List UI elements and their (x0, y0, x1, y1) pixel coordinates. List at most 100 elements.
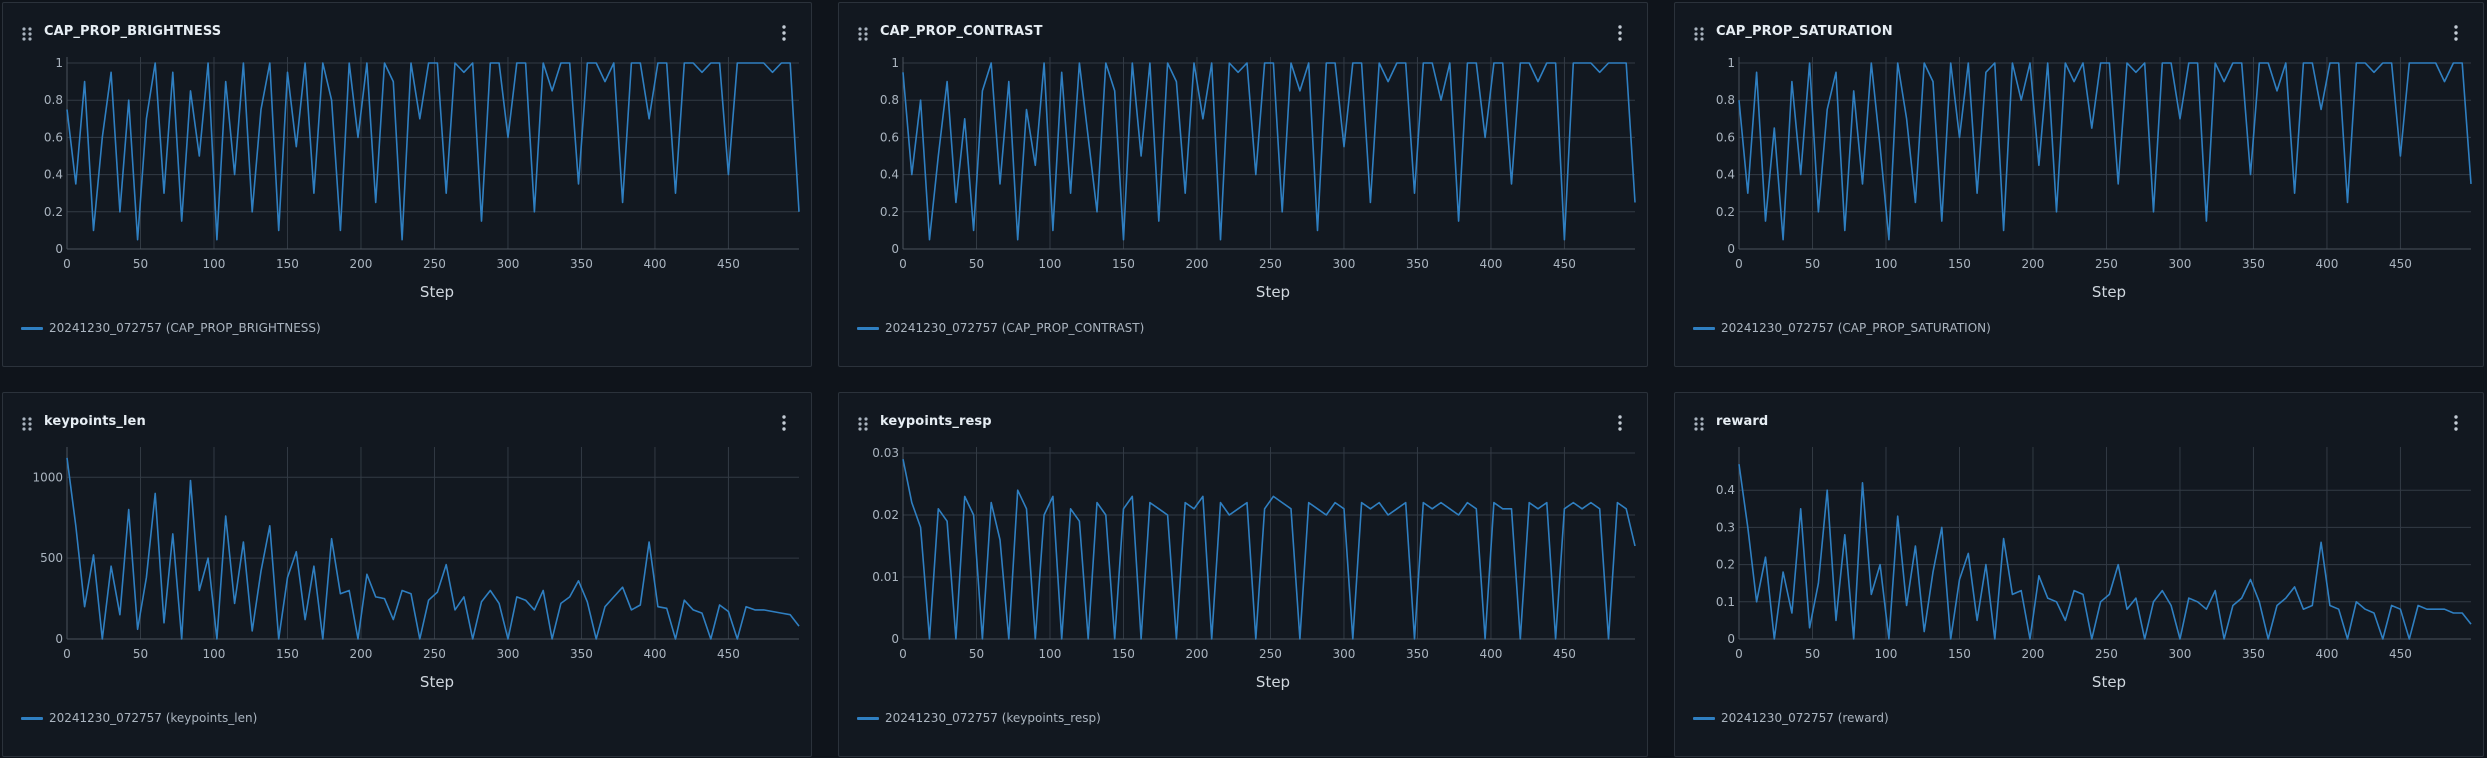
chart-panel-5: keypoints_resp 0 50 100 150 200 250 300 350 400 45… (838, 392, 1648, 757)
x-axis-label: Step (1256, 673, 1290, 691)
x-tick-label: 350 (1406, 257, 1429, 271)
x-tick-label: 300 (2169, 647, 2192, 661)
x-tick-label: 150 (1112, 257, 1135, 271)
chart-panel-1: CAP_PROP_BRIGHTNESS 0 50 100 150 200 250 300 350… (2, 2, 812, 367)
chart-title: keypoints_resp (880, 414, 992, 429)
x-tick-label: 350 (1406, 647, 1429, 661)
legend-swatch (1693, 326, 1715, 330)
more-vertical-icon[interactable] (781, 414, 787, 432)
line-chart: 0 50 100 150 200 250 300 350 400 450 0 0.2 0.4 0.6 0.8… (44, 56, 800, 301)
x-tick-label: 0 (63, 257, 71, 271)
y-tick-label: 0.8 (880, 93, 899, 107)
y-tick-label: 1 (55, 56, 63, 70)
chart-panel-6: reward 0 50 100 150 200 250 300 350 400 450 0 0.1 0.2… (1674, 392, 2484, 757)
series-line (1738, 464, 2472, 640)
more-vertical-icon[interactable] (2453, 414, 2459, 432)
line-chart: 0 50 100 150 200 250 300 350 400 450 0 0.01 0.02 0.03… (872, 446, 1636, 691)
x-tick-label: 250 (2095, 257, 2118, 271)
x-tick-label: 250 (1259, 647, 1282, 661)
x-tick-label: 200 (2022, 257, 2045, 271)
legend-label: 20241230_072757 (CAP_PROP_CONTRAST) (885, 321, 1145, 335)
y-tick-label: 0.4 (1716, 483, 1735, 497)
x-tick-label: 350 (2242, 647, 2265, 661)
x-tick-label: 150 (1948, 257, 1971, 271)
y-tick-label: 1 (1727, 56, 1735, 70)
chart-title: CAP_PROP_BRIGHTNESS (44, 24, 222, 39)
legend-label: 20241230_072757 (CAP_PROP_SATURATION) (1721, 321, 1991, 335)
more-vertical-icon[interactable] (1617, 24, 1623, 42)
x-tick-label: 300 (497, 647, 520, 661)
y-tick-label: 0.02 (872, 508, 899, 522)
y-tick-label: 0 (55, 242, 63, 256)
y-tick-label: 0 (891, 632, 899, 646)
legend-label: 20241230_072757 (keypoints_resp) (885, 711, 1101, 725)
drag-handle-icon[interactable] (1693, 416, 1705, 432)
x-tick-label: 350 (570, 647, 593, 661)
x-axis-label: Step (420, 673, 454, 691)
y-tick-label: 0 (1727, 242, 1735, 256)
chart-panel-4: keypoints_len 0 50 100 150 200 250 300 350 400 450… (2, 392, 812, 757)
y-tick-label: 0.4 (880, 168, 899, 182)
y-tick-label: 0 (1727, 632, 1735, 646)
x-tick-label: 0 (1735, 257, 1743, 271)
x-tick-label: 450 (2389, 257, 2412, 271)
x-tick-label: 150 (276, 257, 299, 271)
x-tick-label: 400 (643, 647, 666, 661)
x-tick-label: 150 (1948, 647, 1971, 661)
y-tick-label: 0.1 (1716, 595, 1735, 609)
more-vertical-icon[interactable] (781, 24, 787, 42)
legend-swatch (857, 716, 879, 720)
x-tick-label: 250 (1259, 257, 1282, 271)
series-line (1738, 62, 2472, 241)
x-tick-label: 450 (717, 257, 740, 271)
x-tick-label: 200 (350, 257, 373, 271)
x-tick-label: 250 (423, 647, 446, 661)
chart-legend[interactable]: 20241230_072757 (keypoints_len) (21, 711, 257, 725)
chart-legend[interactable]: 20241230_072757 (CAP_PROP_BRIGHTNESS) (21, 321, 321, 335)
legend-swatch (21, 716, 43, 720)
more-vertical-icon[interactable] (2453, 24, 2459, 42)
x-tick-label: 350 (2242, 257, 2265, 271)
drag-handle-icon[interactable] (1693, 26, 1705, 42)
line-chart: 0 50 100 150 200 250 300 350 400 450 0 0.2 0.4 0.6 0.8… (880, 56, 1636, 301)
line-chart: 0 50 100 150 200 250 300 350 400 450 0 0.1 0.2 0.3 0.4… (1716, 447, 2472, 691)
y-tick-label: 0.6 (880, 130, 899, 144)
y-tick-label: 0.2 (880, 205, 899, 219)
drag-handle-icon[interactable] (857, 416, 869, 432)
x-tick-label: 250 (423, 257, 446, 271)
x-tick-label: 200 (1186, 647, 1209, 661)
legend-label: 20241230_072757 (reward) (1721, 711, 1889, 725)
y-tick-label: 0 (891, 242, 899, 256)
x-tick-label: 50 (969, 257, 984, 271)
x-tick-label: 50 (1805, 257, 1820, 271)
x-tick-label: 50 (133, 647, 148, 661)
line-chart: 0 50 100 150 200 250 300 350 400 450 0 0.2 0.4 0.6 0.8… (1716, 56, 2472, 301)
chart-legend[interactable]: 20241230_072757 (CAP_PROP_CONTRAST) (857, 321, 1144, 335)
x-tick-label: 200 (350, 647, 373, 661)
drag-handle-icon[interactable] (21, 26, 33, 42)
chart-legend[interactable]: 20241230_072757 (CAP_PROP_SATURATION) (1693, 321, 1991, 335)
more-vertical-icon[interactable] (1617, 414, 1623, 432)
y-tick-label: 0.01 (872, 570, 899, 584)
legend-swatch (21, 326, 43, 330)
y-tick-label: 0.6 (44, 130, 63, 144)
chart-title: reward (1716, 414, 1769, 429)
y-tick-label: 0.2 (1716, 205, 1735, 219)
x-tick-label: 400 (2315, 647, 2338, 661)
drag-handle-icon[interactable] (857, 26, 869, 42)
x-tick-label: 50 (1805, 647, 1820, 661)
x-axis-label: Step (2092, 673, 2126, 691)
chart-legend[interactable]: 20241230_072757 (reward) (1693, 711, 1889, 725)
x-tick-label: 0 (899, 257, 907, 271)
x-tick-label: 400 (1479, 647, 1502, 661)
y-tick-label: 0.8 (1716, 93, 1735, 107)
series-line (66, 457, 800, 640)
series-line (902, 62, 1636, 241)
x-tick-label: 100 (203, 647, 226, 661)
x-tick-label: 250 (2095, 647, 2118, 661)
x-tick-label: 150 (1112, 647, 1135, 661)
drag-handle-icon[interactable] (21, 416, 33, 432)
y-tick-label: 0.03 (872, 446, 899, 460)
chart-legend[interactable]: 20241230_072757 (keypoints_resp) (857, 711, 1101, 725)
x-tick-label: 100 (1875, 647, 1898, 661)
